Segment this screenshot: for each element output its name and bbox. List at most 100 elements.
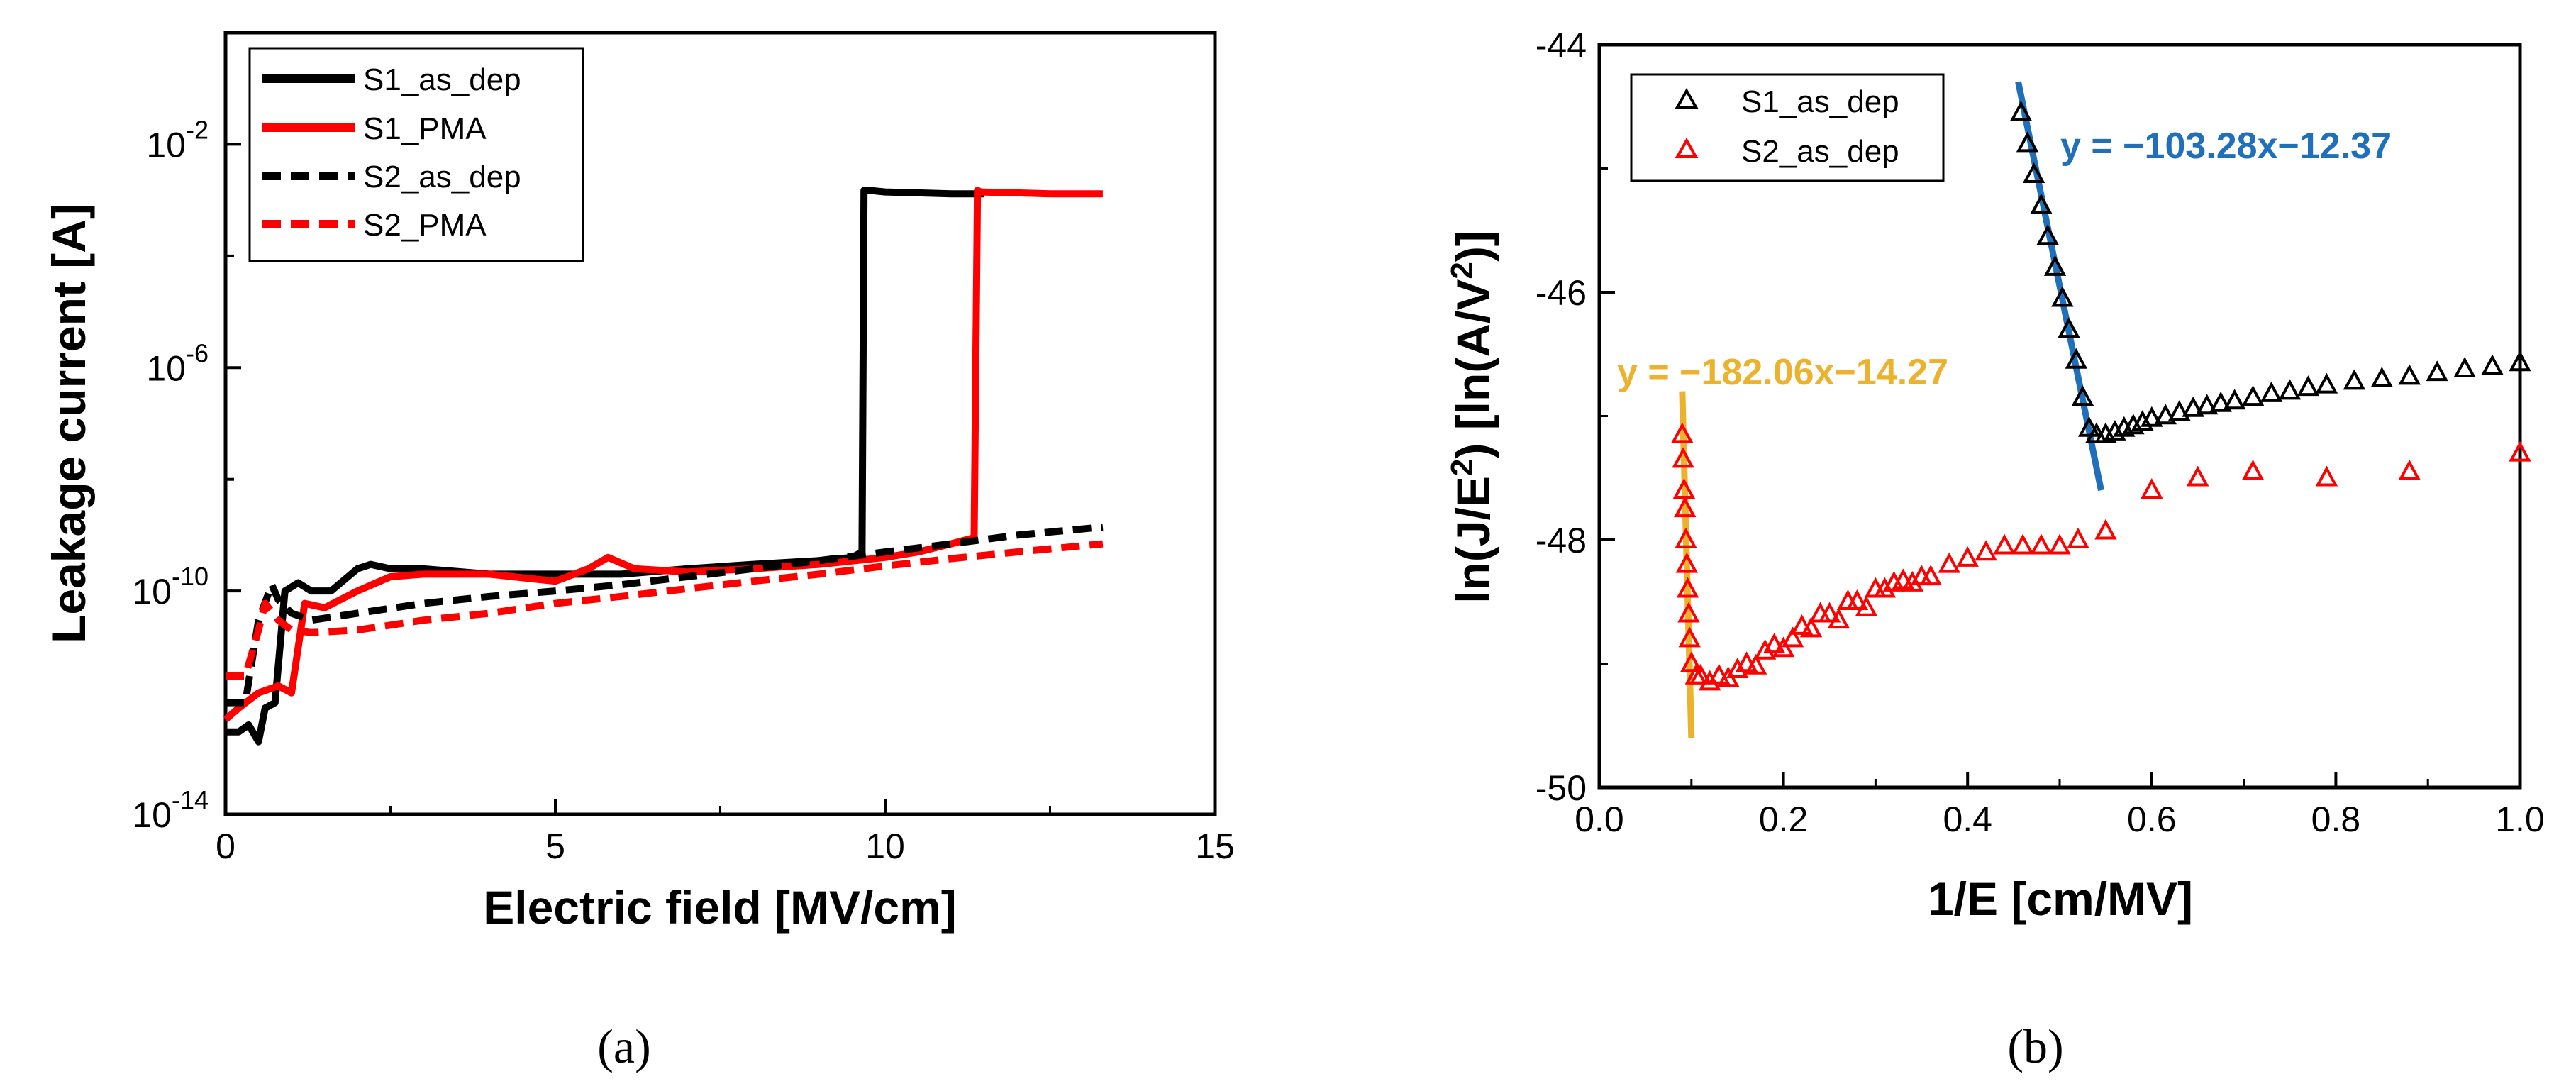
point-b-s2-as-dep-51 bbox=[2509, 441, 2531, 462]
y-tick-label-b-2: -46 bbox=[1536, 273, 1587, 313]
point-b-s2-as-dep-11 bbox=[1689, 663, 1712, 685]
point-b-s2-as-dep-17 bbox=[1744, 653, 1767, 675]
series-a-s1-as-dep bbox=[226, 187, 984, 746]
legend-b-label-s2: S2_as_dep bbox=[1741, 134, 1899, 169]
point-b-s2-as-dep-16 bbox=[1735, 651, 1758, 672]
legend-a: S1_as_dep S1_PMA S2_as_dep S2_PMA bbox=[248, 47, 584, 262]
point-b-s2-as-dep-19 bbox=[1762, 633, 1786, 654]
point-b-s2-as-dep-20 bbox=[1772, 636, 1795, 658]
point-b-s2-as-dep-43 bbox=[2048, 533, 2071, 555]
point-b-s2-as-dep-33 bbox=[1892, 568, 1915, 589]
legend-b: S1_as_dep S2_as_dep bbox=[1630, 73, 1945, 182]
point-b-s2-as-dep-8 bbox=[1678, 626, 1701, 648]
point-b-s2-as-dep-44 bbox=[2067, 527, 2089, 548]
point-b-s1-as-dep-1 bbox=[2016, 131, 2039, 153]
point-b-s1-as-dep-18 bbox=[2154, 404, 2177, 425]
point-b-s2-as-dep-9 bbox=[1680, 651, 1703, 672]
point-b-s1-as-dep-0 bbox=[2009, 100, 2033, 121]
x-tick-label-a-2: 10 bbox=[865, 826, 905, 866]
y-tick-label-a-base-3: 10 bbox=[146, 125, 186, 165]
y-tick-label-a-exp-0: -14 bbox=[172, 785, 209, 814]
point-b-s2-as-dep-42 bbox=[2030, 533, 2053, 555]
point-b-s1-as-dep-7 bbox=[2058, 317, 2080, 338]
point-b-s1-as-dep-22 bbox=[2209, 391, 2232, 412]
point-b-s1-as-dep-25 bbox=[2260, 381, 2283, 402]
x-tick-label-b-1: 0.2 bbox=[1759, 799, 1809, 839]
point-b-s1-as-dep-17 bbox=[2141, 406, 2163, 427]
point-b-s1-as-dep-35 bbox=[2509, 350, 2531, 372]
y-tick-label-a-base-0: 10 bbox=[132, 795, 172, 835]
point-b-s1-as-dep-30 bbox=[2370, 366, 2394, 387]
point-b-s1-as-dep-34 bbox=[2481, 354, 2504, 375]
point-b-s2-as-dep-49 bbox=[2315, 465, 2338, 487]
point-b-s2-as-dep-37 bbox=[1938, 552, 1960, 573]
point-b-s2-as-dep-25 bbox=[1818, 602, 1841, 623]
legend-a-label-s1-as-dep: S1_as_dep bbox=[363, 62, 521, 97]
point-b-s2-as-dep-47 bbox=[2186, 465, 2209, 487]
y-axis-label-b-sup2: 2 bbox=[1445, 262, 1479, 279]
point-b-s2-as-dep-26 bbox=[1827, 608, 1850, 629]
y-axis-label-b-pre: ln(J/E bbox=[1447, 476, 1499, 604]
point-b-s2-as-dep-40 bbox=[1993, 533, 2016, 555]
point-b-s1-as-dep-27 bbox=[2297, 375, 2320, 397]
point-b-s2-as-dep-18 bbox=[1753, 638, 1777, 660]
point-b-s2-as-dep-46 bbox=[2141, 478, 2163, 499]
legend-a-label-s1-pma: S1_PMA bbox=[363, 111, 487, 146]
point-b-s1-as-dep-6 bbox=[2051, 286, 2074, 307]
series-a-s2-pma bbox=[226, 540, 1104, 680]
point-b-s2-as-dep-21 bbox=[1781, 626, 1804, 648]
y-axis-label-b: ln(J/E2) [ln(A/V2)] bbox=[1445, 231, 1499, 604]
y-tick-label-a-3: 10-2 bbox=[146, 115, 209, 165]
y-tick-label-b-1: -48 bbox=[1536, 521, 1587, 560]
point-b-s2-as-dep-23 bbox=[1799, 616, 1823, 638]
y-tick-label-a-exp-1: -10 bbox=[172, 562, 209, 591]
fit-line-1 bbox=[1679, 391, 1695, 738]
point-b-s1-as-dep-19 bbox=[2168, 400, 2191, 421]
legend-b-label-s1: S1_as_dep bbox=[1741, 84, 1899, 119]
point-b-s2-as-dep-38 bbox=[1956, 546, 1979, 567]
point-b-s2-as-dep-12 bbox=[1699, 670, 1721, 691]
point-b-s2-as-dep-4 bbox=[1675, 527, 1697, 548]
point-b-s2-as-dep-22 bbox=[1790, 614, 1814, 635]
point-b-s1-as-dep-33 bbox=[2453, 356, 2476, 377]
point-b-s1-as-dep-4 bbox=[2036, 224, 2059, 245]
plot-b-ticks: 0.0 0.2 0.4 0.6 0.8 1.0 -50 -48 -46 -44 bbox=[1536, 26, 2545, 839]
point-b-s2-as-dep-1 bbox=[1672, 447, 1694, 468]
legend-a-label-s2-pma: S2_PMA bbox=[363, 208, 487, 243]
series-a-s2-as-dep bbox=[226, 523, 1104, 707]
point-b-s2-as-dep-39 bbox=[1975, 540, 1997, 561]
point-b-s1-as-dep-2 bbox=[2022, 162, 2045, 183]
x-axis-label-b: 1/E [cm/MV] bbox=[1928, 873, 2193, 925]
legend-b-box bbox=[1630, 73, 1945, 182]
point-b-s2-as-dep-3 bbox=[1674, 497, 1697, 518]
panel-b: 0.0 0.2 0.4 0.6 0.8 1.0 -50 -48 -46 -44 S1_as_dep… bbox=[1445, 26, 2545, 1073]
point-b-s2-as-dep-36 bbox=[1919, 565, 1942, 586]
y-axis-label-b-mid: ) [ln(A/V bbox=[1447, 279, 1499, 459]
legend-b-marker-s2 bbox=[1675, 137, 1699, 158]
point-b-s2-as-dep-41 bbox=[2011, 533, 2034, 555]
y-tick-label-b-3: -44 bbox=[1536, 26, 1587, 65]
point-b-s2-as-dep-7 bbox=[1677, 602, 1700, 623]
point-b-s2-as-dep-2 bbox=[1672, 478, 1696, 499]
y-axis-label-b-sup1: 2 bbox=[1445, 459, 1479, 476]
x-tick-label-b-4: 0.8 bbox=[2311, 799, 2361, 839]
point-b-s2-as-dep-6 bbox=[1676, 577, 1699, 598]
point-b-s1-as-dep-9 bbox=[2071, 385, 2094, 406]
point-b-s2-as-dep-45 bbox=[2094, 519, 2117, 540]
point-b-s1-as-dep-8 bbox=[2065, 348, 2088, 369]
point-b-s1-as-dep-28 bbox=[2315, 372, 2338, 394]
y-tick-label-a-2: 10-6 bbox=[146, 338, 209, 388]
plot-b-series bbox=[1671, 81, 2531, 738]
y-axis-label-b-post: )] bbox=[1447, 231, 1499, 262]
series-a-s1-pma bbox=[223, 187, 1103, 723]
point-b-s1-as-dep-21 bbox=[2195, 394, 2219, 415]
point-b-s2-as-dep-50 bbox=[2398, 459, 2421, 480]
point-b-s1-as-dep-20 bbox=[2182, 396, 2204, 417]
x-tick-label-b-5: 1.0 bbox=[2495, 799, 2545, 839]
x-tick-label-a-3: 15 bbox=[1195, 826, 1235, 866]
point-b-s1-as-dep-24 bbox=[2241, 385, 2265, 406]
x-tick-label-b-0: 0.0 bbox=[1575, 799, 1624, 839]
y-tick-label-a-base-1: 10 bbox=[132, 572, 172, 611]
